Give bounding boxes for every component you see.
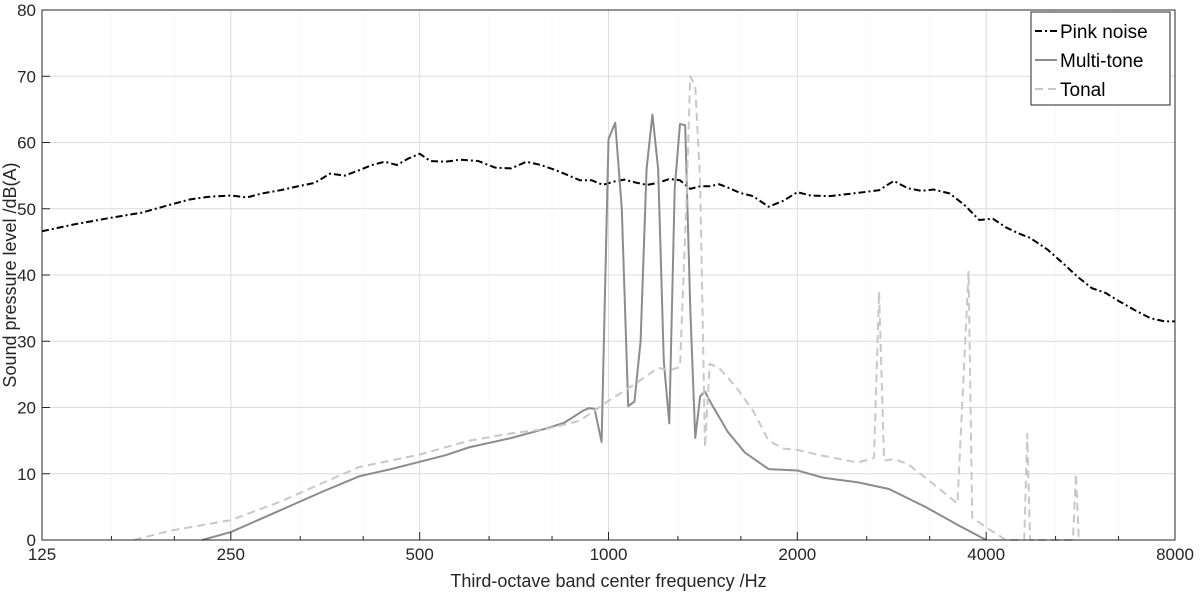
x-tick-label: 125 [28,545,56,564]
y-tick-label: 40 [17,266,36,285]
y-tick-label: 60 [17,134,36,153]
y-tick-label: 20 [17,399,36,418]
x-tick-label: 2000 [778,545,816,564]
legend-label: Tonal [1060,80,1105,101]
y-tick-label: 70 [17,67,36,86]
y-tick-label: 80 [17,1,36,20]
y-tick-label: 10 [17,465,36,484]
y-tick-label: 0 [27,531,36,550]
y-tick-label: 30 [17,332,36,351]
series-line-3 [133,75,1080,541]
x-tick-label: 500 [405,545,433,564]
x-tick-label: 1000 [590,545,628,564]
x-axis-label: Third-octave band center frequency /Hz [450,571,766,591]
data-lines [41,75,1175,541]
legend-label: Multi-tone [1060,51,1143,72]
series-line-2 [201,113,987,541]
y-tick-label: 50 [17,200,36,219]
x-tick-label: 4000 [967,545,1005,564]
x-tick-label: 8000 [1156,545,1194,564]
x-tick-label: 250 [217,545,245,564]
y-axis-label: Sound pressure level /dB(A) [0,162,20,387]
axis-ticks: 125 250 500 1000 2000 4000 8000 0 10 20 30 40 50 60 70… [17,1,1194,564]
grid [41,9,1176,541]
legend-label: Pink noise [1060,22,1148,43]
legend: Pink noise Multi-tone Tonal [1030,11,1171,106]
